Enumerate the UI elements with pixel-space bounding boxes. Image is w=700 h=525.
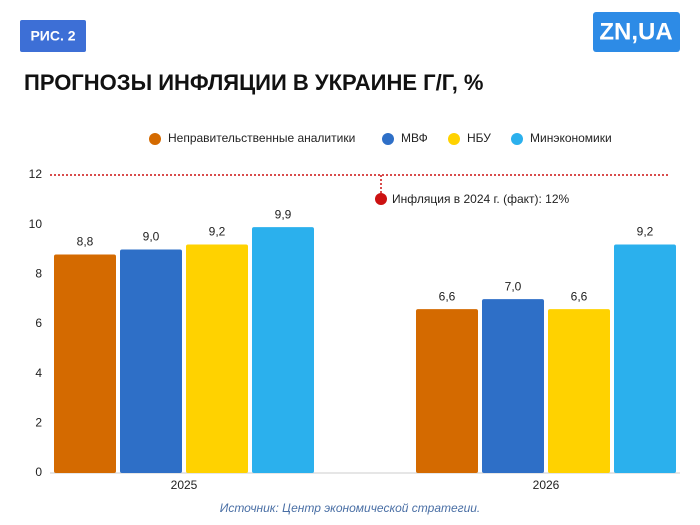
- value-label: 9,2: [209, 225, 226, 239]
- legend-label: Минэкономики: [530, 131, 612, 145]
- bar: [54, 254, 116, 473]
- bar: [186, 244, 248, 473]
- y-tick-label: 10: [29, 217, 43, 231]
- y-tick-label: 8: [35, 267, 42, 281]
- y-tick-label: 6: [35, 316, 42, 330]
- x-tick-label: 2026: [533, 478, 560, 492]
- value-label: 6,6: [439, 289, 456, 303]
- legend-marker: [511, 133, 523, 145]
- figure-label: РИС. 2: [30, 28, 75, 44]
- legend-label: МВФ: [401, 131, 428, 145]
- value-label: 9,2: [637, 225, 654, 239]
- y-tick-label: 0: [35, 465, 42, 479]
- source: Источник: Центр экономической стратегии.: [220, 501, 481, 515]
- value-label: 7,0: [505, 279, 522, 293]
- bar: [252, 227, 314, 473]
- bar: [416, 309, 478, 473]
- legend-label: Неправительственные аналитики: [168, 131, 355, 145]
- value-label: 8,8: [77, 235, 94, 249]
- logo: ZN,UA: [599, 18, 672, 45]
- y-tick-label: 12: [29, 167, 43, 181]
- y-tick-label: 4: [35, 366, 42, 380]
- figure-badge: [20, 20, 86, 52]
- logo-badge: [593, 12, 680, 52]
- value-label: 9,9: [275, 207, 292, 221]
- value-label: 9,0: [143, 230, 160, 244]
- bar: [614, 244, 676, 473]
- legend-label: НБУ: [467, 131, 491, 145]
- reference-label: Инфляция в 2024 г. (факт): 12%: [392, 192, 570, 206]
- chart-title: ПРОГНОЗЫ ИНФЛЯЦИИ В УКРАИНЕ Г/Г, %: [24, 70, 484, 95]
- reference-dot: [375, 193, 387, 205]
- legend-marker: [149, 133, 161, 145]
- legend-marker: [382, 133, 394, 145]
- x-tick-label: 2025: [171, 478, 198, 492]
- bar: [120, 249, 182, 473]
- y-tick-label: 2: [35, 416, 42, 430]
- value-label: 6,6: [571, 289, 588, 303]
- bar: [482, 299, 544, 473]
- bar: [548, 309, 610, 473]
- legend-marker: [448, 133, 460, 145]
